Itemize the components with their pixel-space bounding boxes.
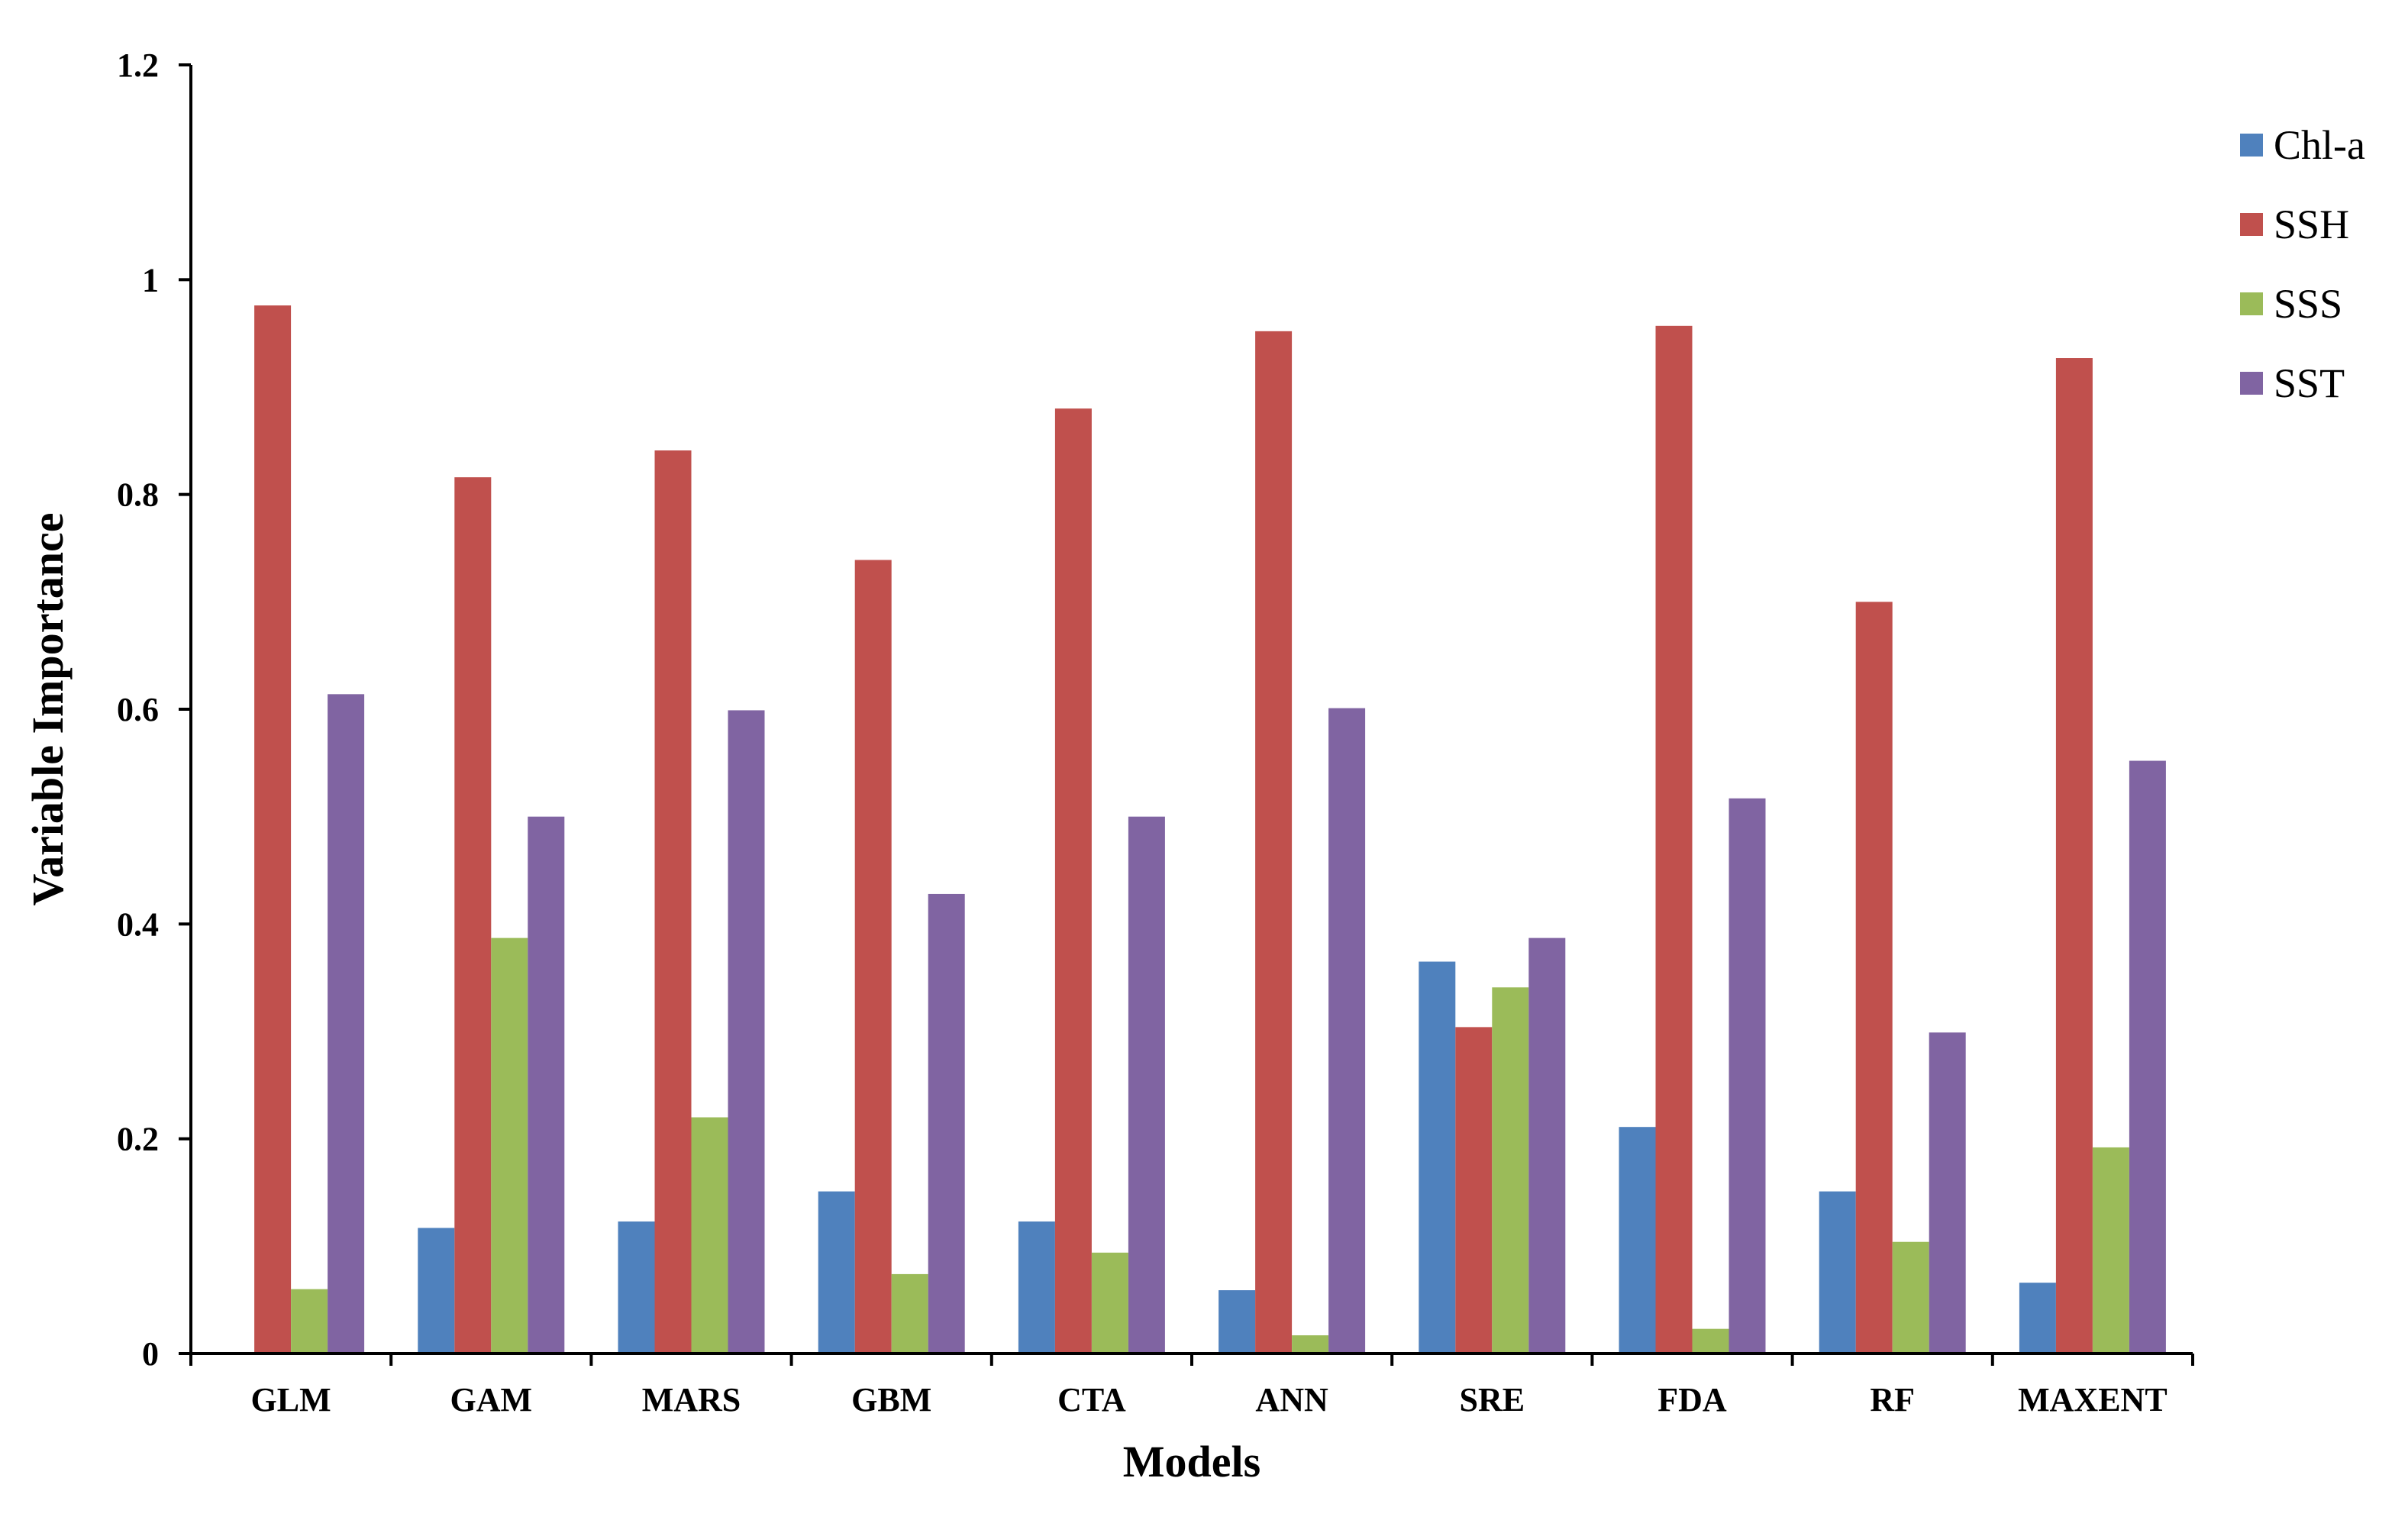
bar-fda-ssh: [1655, 325, 1693, 1354]
bar-maxent-ssh: [2055, 358, 2093, 1354]
bar-mars-ssh: [654, 450, 692, 1354]
bar-gbm-chl-a: [818, 1191, 855, 1354]
bar-ann-sss: [1292, 1335, 1329, 1354]
bar-glm-sst: [328, 694, 365, 1354]
x-axis-ticks: [189, 1354, 2194, 1366]
y-tick-label: 0.4: [117, 905, 159, 943]
legend-label-chl-a: Chl-a: [2274, 122, 2365, 168]
y-tick-label: 0.8: [117, 476, 159, 514]
bar-rf-ssh: [1855, 602, 1893, 1354]
bar-gam-sss: [491, 937, 528, 1354]
legend-swatch-sss: [2240, 292, 2263, 315]
bar-rf-sss: [1892, 1241, 1929, 1354]
bar-fda-chl-a: [1619, 1127, 1656, 1354]
bar-glm-sss: [291, 1289, 328, 1354]
bar-mars-sst: [728, 710, 765, 1354]
y-tick-label: 0.2: [117, 1121, 159, 1158]
bar-sre-chl-a: [1419, 961, 1456, 1354]
bar-maxent-chl-a: [2019, 1283, 2056, 1354]
bar-gam-ssh: [454, 477, 492, 1354]
bar-fda-sst: [1729, 798, 1766, 1354]
category-label-gbm: GBM: [851, 1381, 931, 1418]
bar-sre-ssh: [1455, 1027, 1493, 1354]
category-label-rf: RF: [1870, 1381, 1915, 1418]
category-label-cta: CTA: [1057, 1381, 1126, 1418]
bar-rf-chl-a: [1819, 1191, 1856, 1354]
legend-label-sss: SSS: [2274, 281, 2342, 327]
bar-maxent-sst: [2129, 760, 2166, 1354]
legend-label-ssh: SSH: [2274, 202, 2349, 247]
bar-gbm-sst: [928, 893, 965, 1354]
bar-sre-sss: [1492, 987, 1529, 1354]
bar-ann-chl-a: [1219, 1290, 1256, 1354]
category-label-fda: FDA: [1658, 1381, 1727, 1418]
bar-gbm-sss: [891, 1273, 928, 1354]
legend-swatch-ssh: [2240, 213, 2263, 236]
bar-sre-sst: [1528, 937, 1566, 1354]
category-label-sre: SRE: [1460, 1381, 1525, 1418]
bar-rf-sst: [1929, 1032, 1966, 1354]
bar-cta-sss: [1091, 1252, 1128, 1354]
bar-maxent-sss: [2092, 1147, 2129, 1354]
bar-ann-sst: [1328, 708, 1366, 1354]
bar-cta-chl-a: [1018, 1221, 1055, 1354]
category-label-gam: GAM: [450, 1381, 533, 1418]
y-tick-label: 0: [142, 1335, 159, 1373]
legend: Chl-a SSH SSS SST: [2240, 122, 2365, 406]
bar-cta-ssh: [1054, 408, 1092, 1354]
bar-ann-ssh: [1255, 331, 1293, 1354]
legend-swatch-sst: [2240, 372, 2263, 395]
bar-mars-sss: [691, 1117, 728, 1354]
bar-mars-chl-a: [618, 1221, 655, 1354]
bar-gam-chl-a: [418, 1228, 455, 1354]
y-axis-title: Variable Importance: [23, 513, 73, 906]
y-tick-label: 0.6: [117, 691, 159, 728]
bars: [254, 305, 2166, 1354]
category-label-glm: GLM: [251, 1381, 331, 1418]
category-label-mars: MARS: [642, 1381, 741, 1418]
legend-swatch-chl-a: [2240, 134, 2263, 157]
legend-label-sst: SST: [2274, 360, 2345, 406]
category-label-ann: ANN: [1255, 1381, 1328, 1418]
x-axis-title: Models: [1123, 1437, 1260, 1486]
y-tick-label: 1: [142, 261, 159, 299]
y-tick-label: 1.2: [117, 47, 159, 84]
bar-glm-ssh: [254, 305, 292, 1354]
bar-fda-sss: [1692, 1328, 1729, 1354]
category-label-maxent: MAXENT: [2018, 1381, 2168, 1418]
y-axis-ticks: 0 0.2 0.4 0.6 0.8 1 1.2: [117, 47, 191, 1373]
bar-gam-sst: [528, 816, 565, 1354]
bar-gbm-ssh: [854, 560, 892, 1354]
bar-cta-sst: [1128, 816, 1165, 1354]
category-labels: GLM GAM MARS GBM CTA ANN SRE FDA RF MAXENT: [251, 1381, 2168, 1418]
